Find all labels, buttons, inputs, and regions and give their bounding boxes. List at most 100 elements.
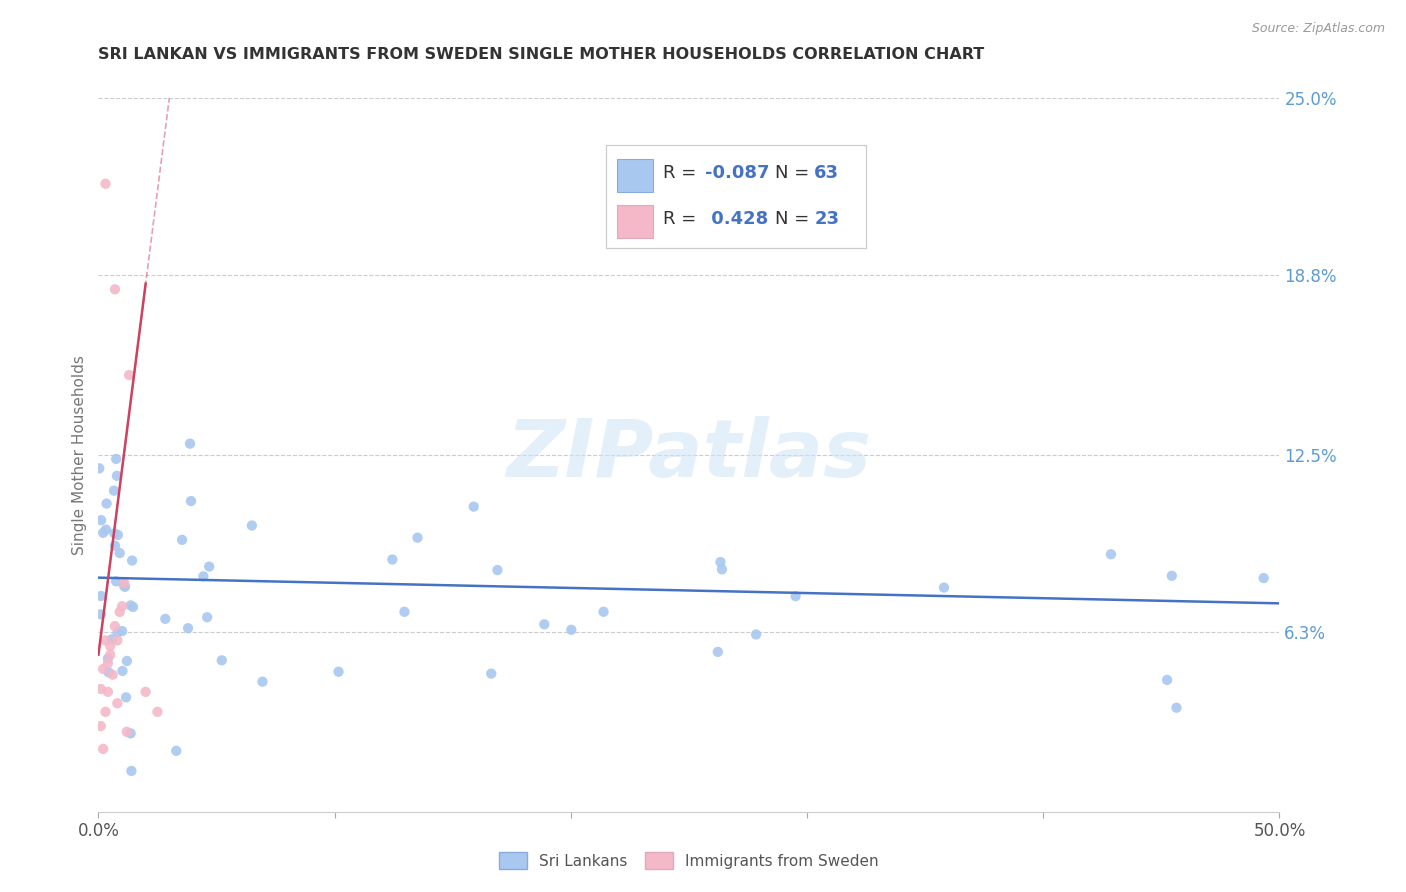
- FancyBboxPatch shape: [617, 204, 652, 237]
- Point: [105, 574, 128, 589]
- Point: [135, 685, 157, 699]
- Point: [91, 742, 114, 756]
- Point: [108, 605, 131, 619]
- Point: [98, 648, 121, 662]
- Point: [211, 653, 233, 667]
- Text: 0.428: 0.428: [704, 210, 768, 228]
- Point: [179, 436, 201, 450]
- Point: [120, 764, 142, 778]
- Text: ZIPatlas: ZIPatlas: [506, 416, 872, 494]
- Point: [105, 451, 128, 466]
- Point: [91, 662, 114, 676]
- Point: [560, 623, 582, 637]
- Point: [105, 468, 128, 483]
- Point: [118, 368, 141, 382]
- Point: [111, 664, 134, 678]
- Point: [97, 657, 120, 671]
- Point: [180, 494, 202, 508]
- Point: [115, 654, 138, 668]
- Point: [533, 617, 555, 632]
- Point: [785, 589, 807, 603]
- Point: [394, 605, 416, 619]
- Point: [103, 483, 125, 498]
- Point: [115, 724, 138, 739]
- Point: [94, 523, 117, 537]
- Point: [112, 576, 135, 591]
- Point: [111, 624, 134, 638]
- Text: 23: 23: [814, 210, 839, 228]
- Point: [104, 619, 127, 633]
- Point: [328, 665, 350, 679]
- Point: [90, 681, 112, 696]
- Point: [463, 500, 485, 514]
- Text: Source: ZipAtlas.com: Source: ZipAtlas.com: [1251, 22, 1385, 36]
- Point: [932, 581, 955, 595]
- Point: [89, 461, 111, 475]
- Point: [707, 645, 730, 659]
- Point: [103, 526, 125, 541]
- Point: [1166, 700, 1188, 714]
- Point: [479, 666, 502, 681]
- Point: [120, 726, 142, 740]
- Point: [710, 562, 733, 576]
- Point: [90, 513, 112, 527]
- Text: R =: R =: [664, 210, 703, 228]
- Point: [96, 497, 118, 511]
- Point: [592, 605, 614, 619]
- Point: [1099, 547, 1122, 561]
- Point: [155, 612, 177, 626]
- Point: [90, 719, 112, 733]
- Point: [97, 651, 120, 665]
- Legend: Sri Lankans, Immigrants from Sweden: Sri Lankans, Immigrants from Sweden: [494, 846, 884, 875]
- Point: [90, 589, 112, 603]
- Point: [94, 177, 117, 191]
- Point: [111, 599, 134, 614]
- Point: [104, 539, 127, 553]
- Point: [193, 569, 215, 583]
- Point: [97, 665, 120, 680]
- Point: [94, 705, 117, 719]
- Point: [146, 705, 169, 719]
- Point: [709, 555, 731, 569]
- Point: [745, 627, 768, 641]
- Point: [91, 525, 114, 540]
- Point: [114, 580, 136, 594]
- Point: [122, 599, 145, 614]
- Point: [406, 531, 429, 545]
- Point: [381, 552, 404, 566]
- Point: [108, 546, 131, 560]
- Point: [97, 685, 120, 699]
- Text: N =: N =: [775, 210, 815, 228]
- Text: -0.087: -0.087: [704, 164, 769, 183]
- FancyBboxPatch shape: [617, 159, 652, 192]
- Text: N =: N =: [775, 164, 815, 183]
- Point: [198, 559, 221, 574]
- Point: [486, 563, 509, 577]
- Text: 63: 63: [814, 164, 839, 183]
- Point: [240, 518, 263, 533]
- Point: [115, 690, 138, 705]
- Point: [105, 633, 128, 648]
- Point: [1160, 569, 1182, 583]
- Point: [195, 610, 218, 624]
- Point: [94, 633, 117, 648]
- Point: [121, 553, 143, 567]
- Point: [101, 632, 124, 647]
- Y-axis label: Single Mother Households: Single Mother Households: [72, 355, 87, 555]
- Point: [107, 625, 129, 640]
- Point: [252, 674, 274, 689]
- Point: [1253, 571, 1275, 585]
- Point: [90, 607, 112, 622]
- Point: [98, 639, 121, 653]
- Point: [101, 667, 124, 681]
- Point: [120, 599, 142, 613]
- Point: [177, 621, 200, 635]
- Point: [165, 744, 187, 758]
- Text: SRI LANKAN VS IMMIGRANTS FROM SWEDEN SINGLE MOTHER HOUSEHOLDS CORRELATION CHART: SRI LANKAN VS IMMIGRANTS FROM SWEDEN SIN…: [98, 47, 984, 62]
- Point: [104, 282, 127, 296]
- Point: [170, 533, 193, 547]
- Text: R =: R =: [664, 164, 703, 183]
- Point: [105, 696, 128, 710]
- Point: [107, 528, 129, 542]
- Point: [112, 578, 135, 592]
